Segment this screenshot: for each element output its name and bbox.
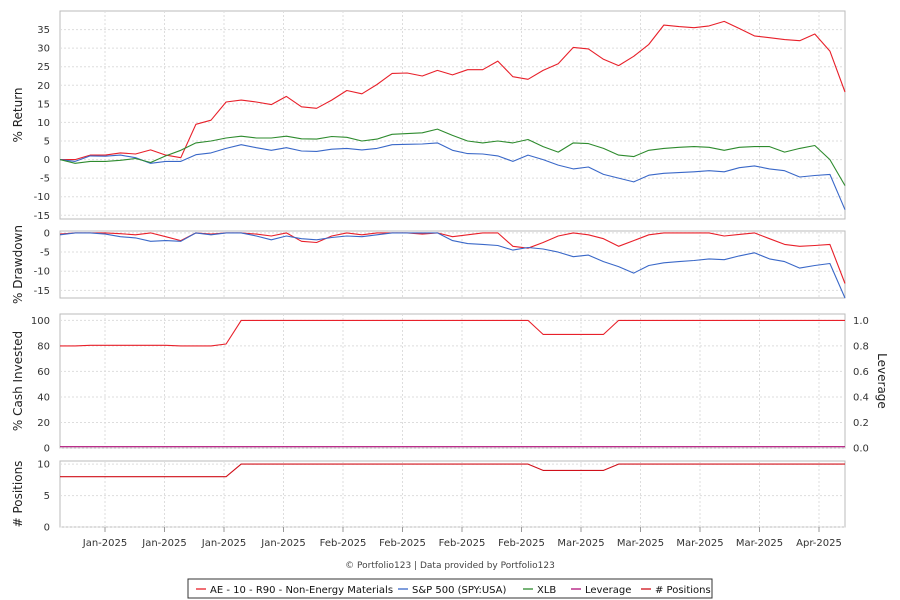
- series-line-benchmark: [59, 142, 846, 210]
- y-tick-label: 80: [37, 341, 50, 352]
- y-right-axis-title: Leverage: [875, 353, 889, 409]
- x-tick-label: Mar-2025: [736, 538, 783, 549]
- legend: AE - 10 - R90 - Non-Energy Materials S&P …: [187, 578, 713, 599]
- y-tick-label: 20: [37, 418, 50, 429]
- legend-label: # Positions: [655, 585, 711, 596]
- series-line-positions: [60, 463, 845, 478]
- y-tick-label: 20: [37, 81, 50, 92]
- y-axis-title: % Drawdown: [11, 225, 25, 304]
- y-tick-label: 30: [37, 44, 50, 55]
- y-axis-title: % Cash Invested: [11, 331, 25, 431]
- y-tick-label: 0: [44, 155, 50, 166]
- series-line-xlb: [59, 128, 846, 186]
- x-tick-label: Mar-2025: [557, 538, 604, 549]
- y-tick-label: 40: [37, 392, 50, 403]
- y-tick-label: 5: [44, 137, 50, 148]
- y-right-tick-label: 0.2: [853, 418, 869, 429]
- x-tick-label: Apr-2025: [796, 538, 842, 549]
- x-tick-label: Jan-2025: [201, 538, 246, 549]
- legend-label: Leverage: [585, 585, 631, 596]
- x-tick-label: Jan-2025: [260, 538, 305, 549]
- plot-area: [59, 460, 846, 528]
- x-tick-label: Jan-2025: [82, 538, 127, 549]
- x-tick-label: Feb-2025: [439, 538, 486, 549]
- x-axis: Jan-2025 Jan-2025 Jan-2025 Jan-2025 Feb-2025…: [82, 527, 842, 549]
- y-tick-label: 0: [44, 228, 50, 239]
- y-tick-label: -5: [40, 248, 50, 259]
- y-axis-title: # Positions: [11, 461, 25, 528]
- plot-area: [59, 10, 846, 220]
- y-tick-label: -15: [34, 286, 50, 297]
- x-tick-label: Mar-2025: [676, 538, 723, 549]
- panel-return: -15 -10 -5 0 5 10 15 20 25 30 35 % Return: [11, 10, 846, 222]
- y-tick-label: -15: [34, 211, 50, 222]
- x-tick-label: Mar-2025: [617, 538, 664, 549]
- y-tick-label: 100: [31, 316, 50, 327]
- y-tick-label: 60: [37, 367, 50, 378]
- y-tick-label: 5: [44, 491, 50, 502]
- legend-box: [187, 578, 713, 599]
- plot-area: [59, 230, 846, 299]
- panel-positions: 0 5 10 # Positions: [11, 460, 846, 534]
- y-tick-label: 10: [37, 118, 50, 129]
- x-tick-label: Feb-2025: [498, 538, 545, 549]
- y-tick-label: 10: [37, 460, 50, 471]
- y-tick-label: -5: [40, 174, 50, 185]
- series-line-strategy: [60, 20, 846, 161]
- y-right-tick-label: 0.8: [853, 341, 869, 352]
- credit-text: © Portfolio123 | Data provided by Portfo…: [345, 561, 555, 571]
- x-tick-label: Jan-2025: [141, 538, 186, 549]
- y-axis-title: % Return: [11, 87, 25, 142]
- y-right-tick-label: 1.0: [853, 316, 869, 327]
- x-tick-label: Feb-2025: [320, 538, 367, 549]
- y-right-tick-label: 0.4: [853, 392, 869, 403]
- panel-drawdown: -15 -10 -5 0 % Drawdown: [11, 225, 846, 304]
- y-tick-label: 35: [37, 25, 50, 36]
- y-right-tick-label: 0.0: [853, 444, 869, 455]
- y-tick-label: -10: [34, 267, 50, 278]
- y-tick-label: 15: [37, 99, 50, 110]
- y-tick-label: -10: [34, 192, 50, 203]
- y-tick-label: 0: [44, 444, 50, 455]
- panel-cash: 0 20 40 60 80 100 0.0 0.2 0.4 0.6 0.8 1.0 Leverage % …: [11, 313, 889, 455]
- series-line-strategy: [60, 319, 845, 347]
- series-line-benchmark: [59, 232, 846, 299]
- x-tick-label: Feb-2025: [379, 538, 426, 549]
- legend-label: XLB: [537, 585, 556, 596]
- legend-label: S&P 500 (SPY:USA): [412, 585, 507, 596]
- y-tick-label: 25: [37, 62, 50, 73]
- y-right-tick-label: 0.6: [853, 367, 869, 378]
- legend-label: AE - 10 - R90 - Non-Energy Materials: [210, 585, 393, 596]
- plot-area: [59, 313, 846, 449]
- y-tick-label: 0: [44, 523, 50, 534]
- chart-panels: -15 -10 -5 0 5 10 15 20 25 30 35 % Return -15 -10 -5 0%…: [11, 10, 889, 534]
